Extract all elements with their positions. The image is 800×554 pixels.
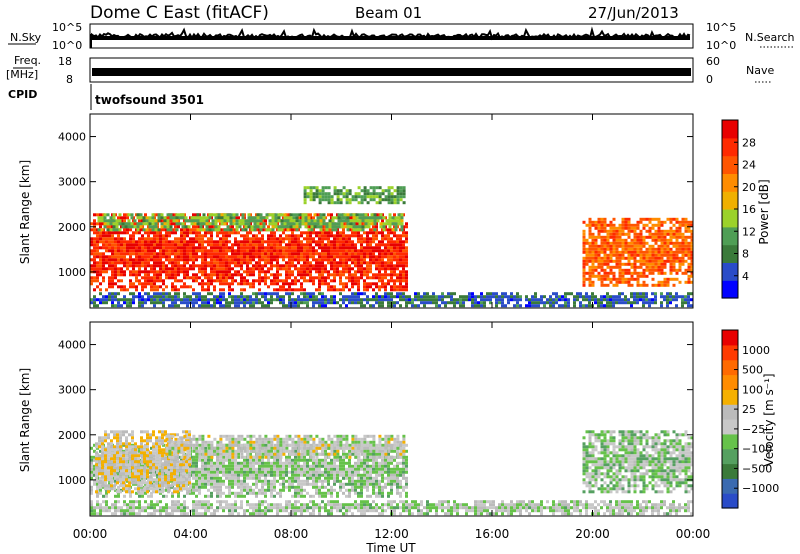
- y-tick-label: 2000: [58, 429, 86, 442]
- nsearch-label: N.Search: [745, 31, 795, 44]
- colorbar-tick-label: 1000: [742, 344, 770, 357]
- colorbar-swatch: [722, 120, 738, 139]
- echo-region-5: [582, 430, 694, 494]
- echo-region-4: [303, 186, 406, 205]
- colorbar-swatch: [722, 493, 738, 509]
- nsky-tick-bottom: 10^0: [52, 39, 82, 52]
- colorbar-swatch: [722, 280, 738, 299]
- colorbar-swatch: [722, 404, 738, 420]
- colorbar-tick-label: −25: [742, 423, 765, 436]
- nsky-trace: [90, 26, 691, 48]
- x-tick-label: 12:00: [374, 527, 409, 541]
- y-tick-label: 1000: [58, 266, 86, 279]
- colorbar-swatch: [722, 463, 738, 479]
- nsky-tick-top: 10^5: [52, 21, 82, 34]
- echo-region-4: [90, 500, 693, 516]
- y-tick-label: 1000: [58, 474, 86, 487]
- time-x-axis: 00:00 04:00 08:00 12:00 16:00 20:00 00:00: [73, 114, 711, 541]
- beam-label: Beam 01: [355, 4, 422, 22]
- nave-label: Nave: [746, 64, 774, 77]
- y-tick-label: 3000: [58, 384, 86, 397]
- colorbar-tick-label: 24: [742, 159, 756, 172]
- colorbar-tick-label: −1000: [742, 482, 779, 495]
- nave-tick-top: 60: [706, 55, 720, 68]
- x-tick-label: 04:00: [173, 527, 208, 541]
- x-tick-label: 00:00: [676, 527, 711, 541]
- echo-region-5: [582, 217, 694, 287]
- power-colorbar-label: Power [dB]: [757, 179, 771, 244]
- colorbar-tick-label: −100: [742, 443, 772, 456]
- colorbar-swatch: [722, 448, 738, 465]
- y-tick-label: 3000: [58, 176, 86, 189]
- x-axis-label: Time UT: [365, 541, 416, 554]
- colorbar-swatch: [722, 419, 738, 435]
- colorbar-tick-label: 500: [742, 364, 763, 377]
- x-tick-label: 08:00: [274, 527, 309, 541]
- echo-region-2: [97, 213, 404, 232]
- cpid-text: twofsound 3501: [95, 93, 204, 107]
- colorbar-swatch: [722, 191, 738, 210]
- freq-tick-top: 18: [58, 55, 72, 68]
- echo-region-3: [90, 292, 693, 308]
- colorbar-swatch: [722, 389, 738, 405]
- colorbar-swatch: [722, 330, 738, 346]
- nsearch-tick-bottom: 10^0: [706, 39, 736, 52]
- cpid-label: CPID: [8, 88, 37, 101]
- colorbar-swatch: [722, 344, 738, 361]
- echo-region-3: [165, 434, 406, 459]
- colorbar-tick-label: 12: [742, 225, 756, 238]
- x-tick-label: 16:00: [475, 527, 510, 541]
- velocity-colorbar-label: Velocity [m s⁻¹]: [762, 373, 776, 466]
- colorbar-tick-label: 16: [742, 203, 756, 216]
- y-tick-label: 4000: [58, 339, 86, 352]
- velocity-y-axis: 1000 2000 3000 4000: [58, 339, 693, 487]
- colorbar-swatch: [722, 262, 738, 281]
- velocity-colorbar: 1000 500 100 25 −25 −100 −500 −1000: [721, 329, 779, 509]
- velocity-echo-layer: [90, 430, 694, 516]
- freq-tick-bottom: 8: [66, 73, 73, 86]
- freq-panel: [89, 57, 694, 83]
- colorbar-tick-label: 28: [742, 136, 756, 149]
- colorbar-swatch: [722, 173, 738, 192]
- colorbar-tick-label: 8: [742, 248, 749, 261]
- colorbar-tick-label: 20: [742, 181, 756, 194]
- freq-label-1: Freq.: [14, 54, 41, 67]
- x-tick-label: 20:00: [575, 527, 610, 541]
- colorbar-tick-label: −500: [742, 462, 772, 475]
- colorbar-tick-label: 4: [742, 270, 749, 283]
- x-tick-label: 00:00: [73, 527, 108, 541]
- power-echo-layer: [90, 186, 694, 308]
- colorbar-tick-label: 100: [742, 383, 763, 396]
- colorbar-swatch: [722, 359, 738, 376]
- power-y-axis: 1000 2000 3000 4000: [58, 131, 693, 279]
- power-colorbar: 4 8 12 16 20 24 28: [721, 119, 756, 299]
- colorbar-tick-label: 25: [742, 403, 756, 416]
- velocity-y-axis-label: Slant Range [km]: [18, 368, 32, 472]
- power-y-axis-label: Slant Range [km]: [18, 160, 32, 264]
- nsearch-tick-top: 10^5: [706, 21, 736, 34]
- station-title: Dome C East (fitACF): [90, 3, 269, 23]
- colorbar-swatch: [722, 433, 738, 450]
- freq-trace: [92, 68, 691, 76]
- colorbar-swatch: [722, 244, 738, 263]
- colorbar-swatch: [722, 209, 738, 228]
- freq-label-2: [MHz]: [6, 68, 38, 81]
- colorbar-swatch: [722, 137, 738, 157]
- colorbar-swatch: [722, 374, 738, 390]
- colorbar-swatch: [722, 478, 738, 494]
- date-label: 27/Jun/2013: [588, 4, 679, 22]
- nave-tick-bottom: 0: [706, 73, 713, 86]
- y-tick-label: 2000: [58, 221, 86, 234]
- colorbar-swatch: [722, 155, 738, 174]
- y-tick-label: 4000: [58, 131, 86, 144]
- colorbar-swatch: [722, 226, 738, 246]
- nsky-label: N.Sky: [10, 31, 42, 44]
